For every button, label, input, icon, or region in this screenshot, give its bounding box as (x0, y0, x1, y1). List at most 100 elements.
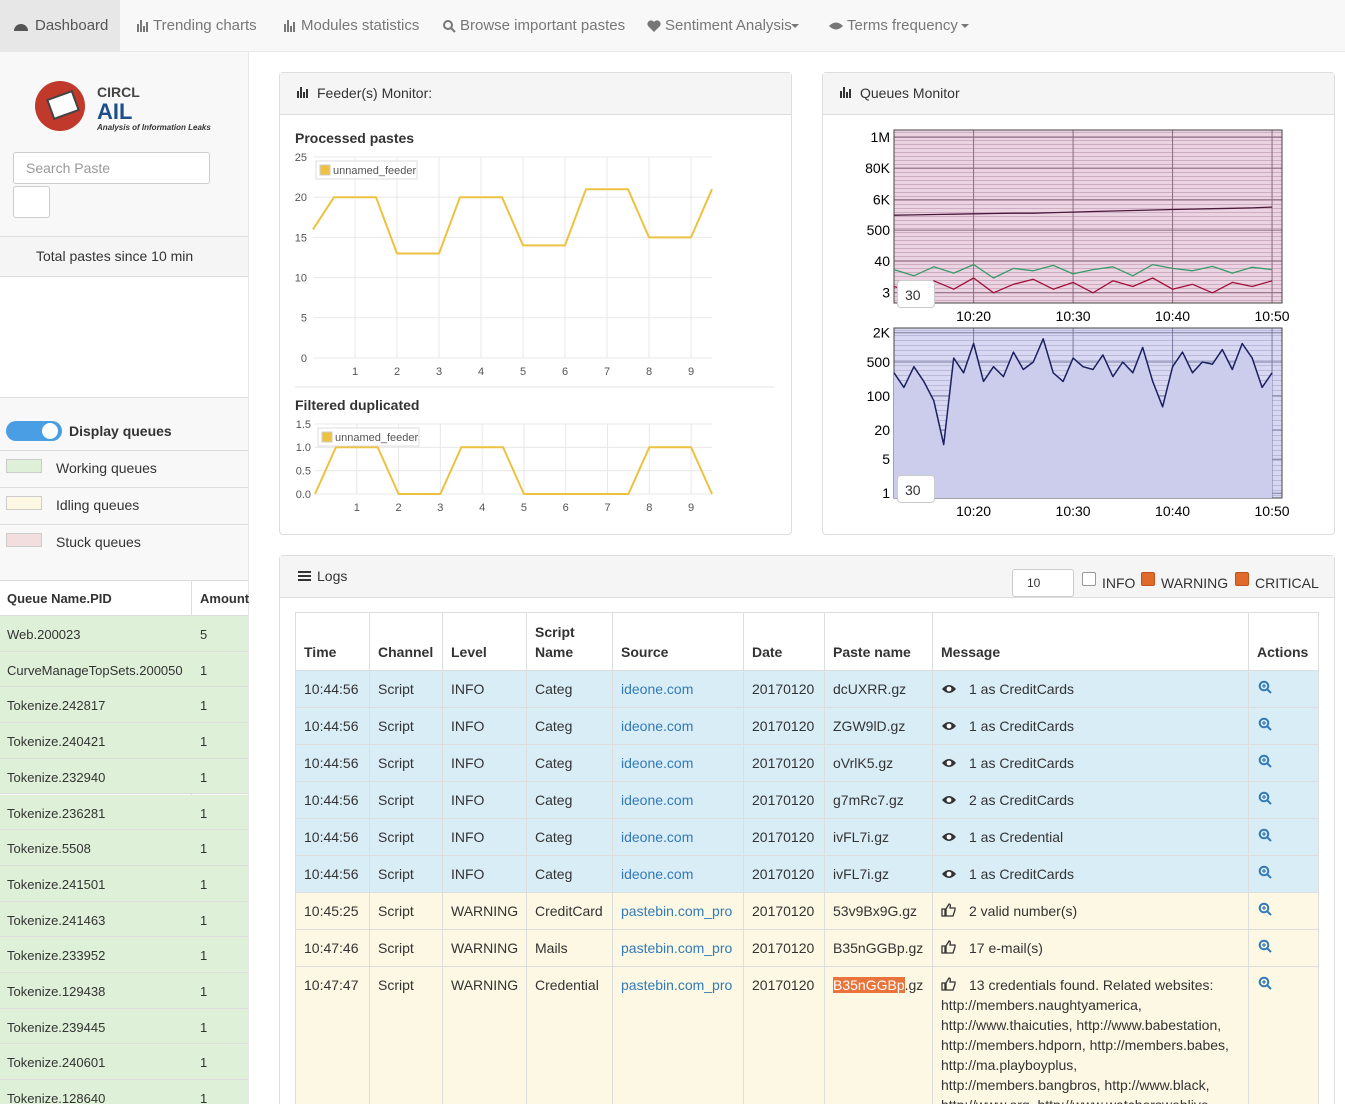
cell: ideone.com (613, 856, 744, 893)
cell: Script (370, 893, 443, 930)
cell: Categ (527, 856, 613, 893)
message: 1 as CreditCards (969, 681, 1074, 697)
cell: 20170120 (744, 671, 825, 708)
zoom-icon[interactable] (1258, 754, 1272, 768)
source-link[interactable]: ideone.com (621, 718, 693, 734)
queue-name: Tokenize.233952 (7, 948, 105, 963)
filter-checkbox[interactable] (1235, 572, 1249, 586)
queue-name: Tokenize.241501 (7, 877, 105, 892)
cell: ideone.com (613, 708, 744, 745)
cell: Categ (527, 745, 613, 782)
queue-amount: 1 (200, 734, 207, 749)
cell: ideone.com (613, 671, 744, 708)
source-link[interactable]: ideone.com (621, 866, 693, 882)
filter-checkbox[interactable] (1082, 572, 1096, 586)
source-link[interactable]: ideone.com (621, 792, 693, 808)
cell (1249, 782, 1319, 819)
source-link[interactable]: pastebin.com_pro (621, 940, 732, 956)
cell: INFO (443, 856, 527, 893)
column-header: Paste name (825, 613, 933, 671)
cell: 10:44:56 (296, 819, 370, 856)
source-link[interactable]: ideone.com (621, 681, 693, 697)
eye-icon (941, 868, 957, 880)
cell: INFO (443, 708, 527, 745)
cell: pastebin.com_pro (613, 967, 744, 1104)
queue-name: Tokenize.242817 (7, 698, 105, 713)
queue-amount: 1 (200, 841, 207, 856)
roller-input[interactable]: 30 (897, 280, 935, 308)
panel-title: Feeder(s) Monitor: (317, 85, 432, 101)
legend-label: Stuck queues (56, 534, 141, 550)
queue-name: Tokenize.241463 (7, 913, 105, 928)
cell: B35nGGBp.gz (825, 930, 933, 967)
cell: 2 valid number(s) (933, 893, 1249, 930)
source-link[interactable]: ideone.com (621, 829, 693, 845)
eye-icon (941, 831, 957, 843)
source-link[interactable]: pastebin.com_pro (621, 903, 732, 919)
nav-item[interactable]: Modules statistics (301, 17, 419, 34)
cell: 17 e-mail(s) (933, 930, 1249, 967)
header-row: TimeChannelLevelScript NameSourceDatePas… (296, 613, 1319, 671)
zoom-icon[interactable] (1258, 976, 1272, 990)
queue-name: Tokenize.236281 (7, 806, 105, 821)
column-header: Level (443, 613, 527, 671)
source-link[interactable]: ideone.com (621, 755, 693, 771)
zoom-icon[interactable] (1258, 865, 1272, 879)
nav-item[interactable]: Sentiment Analysis (665, 17, 792, 34)
message: 17 e-mail(s) (969, 940, 1043, 956)
cell: INFO (443, 671, 527, 708)
cell (1249, 671, 1319, 708)
roller-input[interactable]: 30 (897, 475, 935, 503)
cell: 10:47:46 (296, 930, 370, 967)
log-row: 10:47:47ScriptWARNINGCredentialpastebin.… (296, 967, 1319, 1104)
zoom-icon[interactable] (1258, 828, 1272, 842)
cell: Script (370, 856, 443, 893)
cell: WARNING (443, 930, 527, 967)
cell: 10:44:56 (296, 671, 370, 708)
legend-swatch (6, 533, 42, 547)
message: 1 as CreditCards (969, 718, 1074, 734)
filter-checkbox[interactable] (1141, 572, 1155, 586)
cell: Categ (527, 708, 613, 745)
paste-name: .gz (905, 977, 924, 993)
queue-name: Tokenize.232940 (7, 770, 105, 785)
zoom-icon[interactable] (1258, 717, 1272, 731)
cell: Categ (527, 782, 613, 819)
cell: 2 as CreditCards (933, 782, 1249, 819)
cell: dcUXRR.gz (825, 671, 933, 708)
queue-name: Tokenize.129438 (7, 984, 105, 999)
cell: 10:44:56 (296, 782, 370, 819)
nav-item[interactable]: Dashboard (35, 17, 108, 34)
panel-title: Logs (317, 568, 347, 584)
page-size-select[interactable]: 10 (1012, 569, 1074, 597)
queue-name: Tokenize.240421 (7, 734, 105, 749)
nav-item[interactable]: Trending charts (153, 17, 257, 34)
cell (1249, 708, 1319, 745)
column-header: Time (296, 613, 370, 671)
queue-amount: 1 (200, 877, 207, 892)
cell: 20170120 (744, 967, 825, 1104)
cell: ZGW9lD.gz (825, 708, 933, 745)
cell: 20170120 (744, 930, 825, 967)
cell: 53v9Bx9G.gz (825, 893, 933, 930)
cell: oVrlK5.gz (825, 745, 933, 782)
cell: Categ (527, 671, 613, 708)
nav-item[interactable]: Terms frequency (847, 17, 958, 34)
cell: INFO (443, 782, 527, 819)
search-input[interactable]: Search Paste (13, 152, 210, 184)
zoom-icon[interactable] (1258, 902, 1272, 916)
nav-item[interactable]: Browse important pastes (460, 17, 625, 34)
source-link[interactable]: pastebin.com_pro (621, 977, 732, 993)
filter-label: WARNING (1161, 575, 1228, 591)
queue-amount: 1 (200, 770, 207, 785)
cell: g7mRc7.gz (825, 782, 933, 819)
cell: ivFL7i.gz (825, 856, 933, 893)
cell: 1 as CreditCards (933, 671, 1249, 708)
eye-icon (941, 720, 957, 732)
cell: Script (370, 708, 443, 745)
search-button[interactable] (13, 186, 50, 218)
zoom-icon[interactable] (1258, 791, 1272, 805)
toggle-knob[interactable] (42, 423, 58, 439)
zoom-icon[interactable] (1258, 939, 1272, 953)
zoom-icon[interactable] (1258, 680, 1272, 694)
